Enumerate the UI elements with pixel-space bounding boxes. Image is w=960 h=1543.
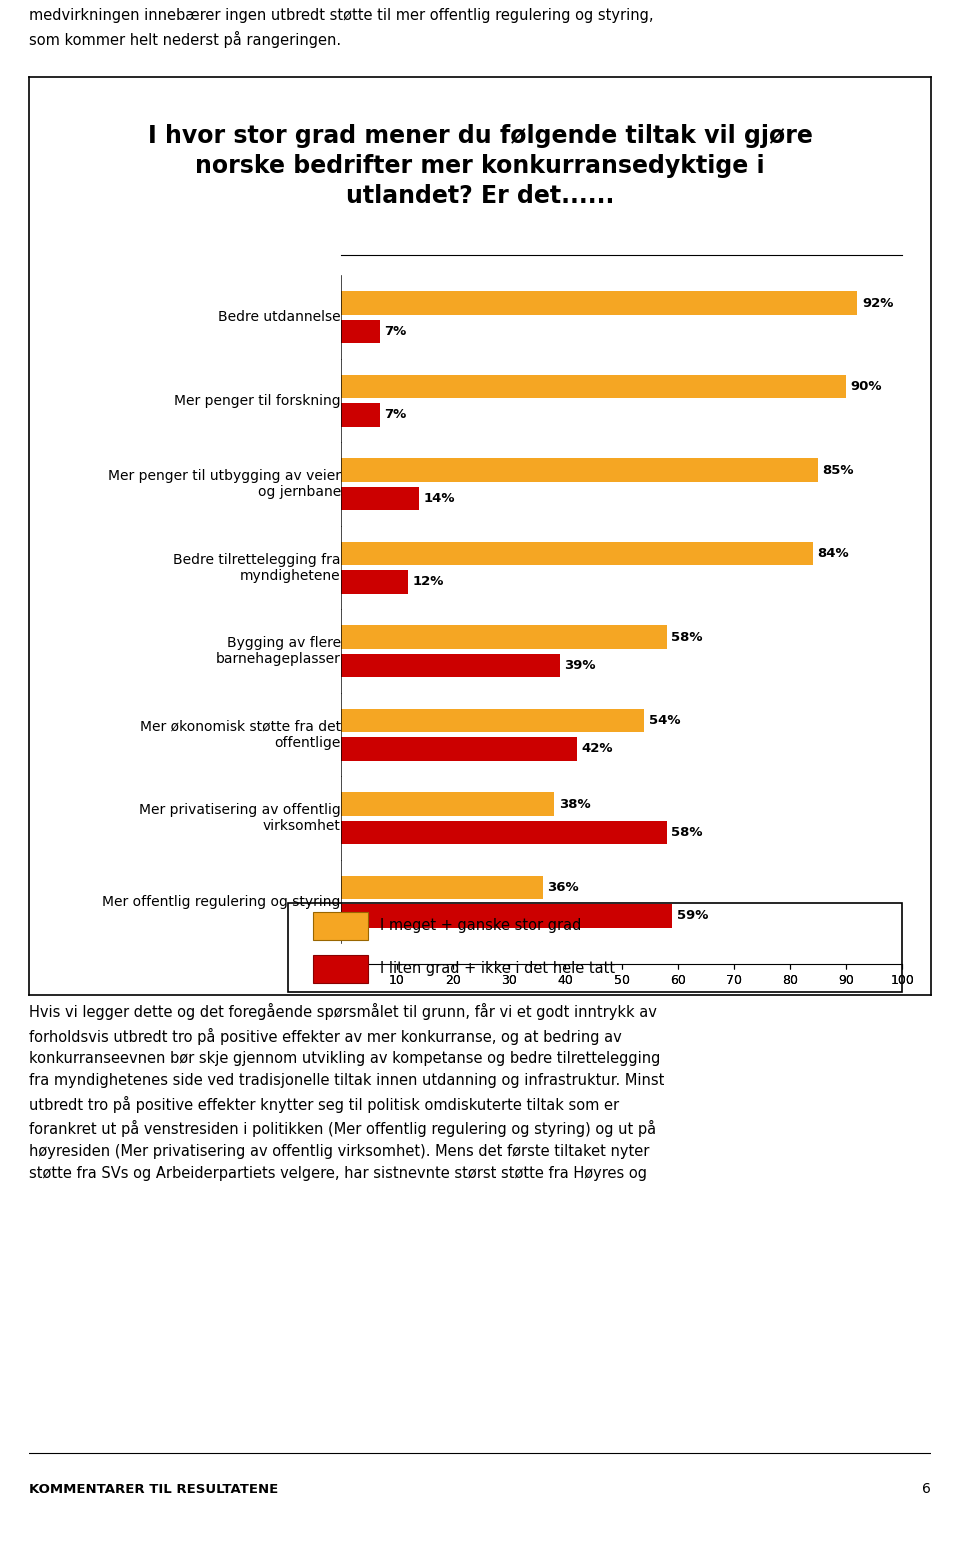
Bar [341, 458, 818, 481]
Bar [341, 486, 420, 511]
Bar [341, 708, 644, 733]
Text: 38%: 38% [559, 798, 590, 810]
Bar [341, 625, 666, 648]
Bar [341, 403, 380, 426]
Text: Mer penger til forskning: Mer penger til forskning [174, 393, 341, 407]
Text: 84%: 84% [817, 548, 849, 560]
Text: 14%: 14% [424, 492, 455, 505]
Text: Hvis vi legger dette og det foregående spørsmålet til grunn, får vi et godt innt: Hvis vi legger dette og det foregående s… [29, 1003, 664, 1180]
Bar [341, 542, 812, 565]
Bar [341, 821, 666, 844]
Text: KOMMENTARER TIL RESULTATENE: KOMMENTARER TIL RESULTATENE [29, 1483, 278, 1495]
Text: medvirkningen innebærer ingen utbredt støtte til mer offentlig regulering og sty: medvirkningen innebærer ingen utbredt st… [29, 8, 654, 48]
Text: 42%: 42% [581, 742, 612, 756]
Text: Mer privatisering av offentlig
virksomhet: Mer privatisering av offentlig virksomhe… [139, 804, 341, 833]
Bar [341, 793, 554, 816]
Text: Mer økonomisk støtte fra det
offentlige: Mer økonomisk støtte fra det offentlige [139, 719, 341, 750]
Text: I hvor stor grad mener du følgende tiltak vil gjøre
norske bedrifter mer konkurr: I hvor stor grad mener du følgende tilta… [148, 123, 812, 208]
Text: 7%: 7% [385, 409, 407, 421]
Bar [341, 571, 408, 594]
Text: 58%: 58% [671, 631, 703, 643]
Bar [341, 375, 847, 398]
Bar [313, 955, 368, 983]
Bar [341, 738, 577, 761]
Text: 92%: 92% [862, 296, 894, 310]
Text: 6: 6 [923, 1483, 931, 1497]
Bar [341, 319, 380, 343]
Text: 36%: 36% [547, 881, 579, 893]
Text: 90%: 90% [851, 380, 882, 393]
Bar [341, 876, 543, 900]
Text: 59%: 59% [677, 909, 708, 923]
Text: 12%: 12% [413, 576, 444, 588]
Text: Bedre utdannelse: Bedre utdannelse [218, 310, 341, 324]
Bar [341, 292, 857, 315]
Text: Bygging av flere
barnehageplasser: Bygging av flere barnehageplasser [216, 636, 341, 667]
Text: 58%: 58% [671, 826, 703, 839]
Bar [341, 654, 560, 677]
Text: I meget + ganske stor grad: I meget + ganske stor grad [380, 918, 582, 934]
Text: 7%: 7% [385, 326, 407, 338]
Text: 39%: 39% [564, 659, 596, 671]
Text: Mer penger til utbygging av veier
og jernbane: Mer penger til utbygging av veier og jer… [108, 469, 341, 500]
Text: I liten grad + ikke i det hele tatt: I liten grad + ikke i det hele tatt [380, 961, 615, 977]
Bar [341, 904, 672, 927]
Text: Bedre tilrettelegging fra
myndighetene: Bedre tilrettelegging fra myndighetene [174, 552, 341, 583]
Text: 54%: 54% [649, 714, 680, 727]
Bar [313, 912, 368, 940]
Text: 85%: 85% [823, 463, 854, 477]
Text: Mer offentlig regulering og styring: Mer offentlig regulering og styring [103, 895, 341, 909]
